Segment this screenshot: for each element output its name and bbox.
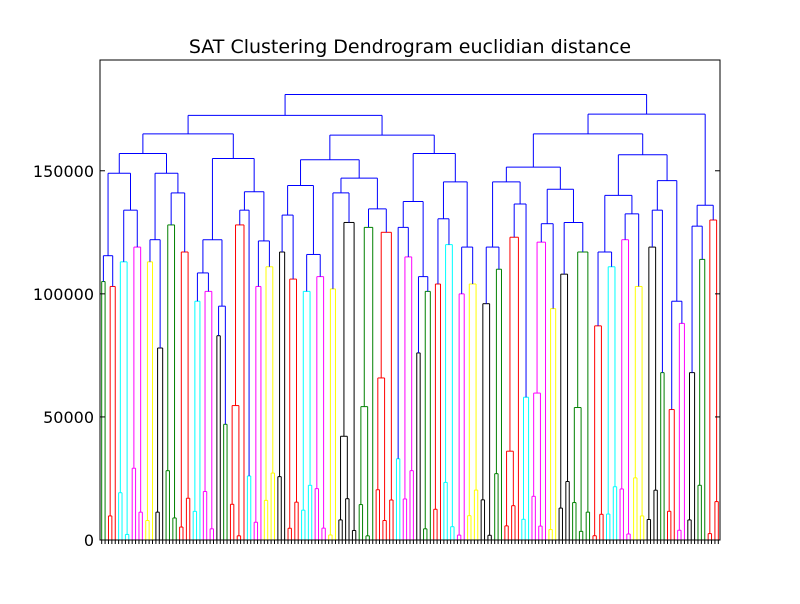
y-tick-label: 0	[84, 531, 94, 550]
y-tick-label: 100000	[33, 285, 94, 304]
x-axis	[101, 540, 719, 544]
y-tick-label: 150000	[33, 162, 94, 181]
plot-frame	[99, 59, 721, 541]
plot-area	[101, 93, 719, 540]
y-tick-label: 50000	[43, 408, 94, 427]
chart-title: SAT Clustering Dendrogram euclidian dist…	[189, 36, 631, 58]
